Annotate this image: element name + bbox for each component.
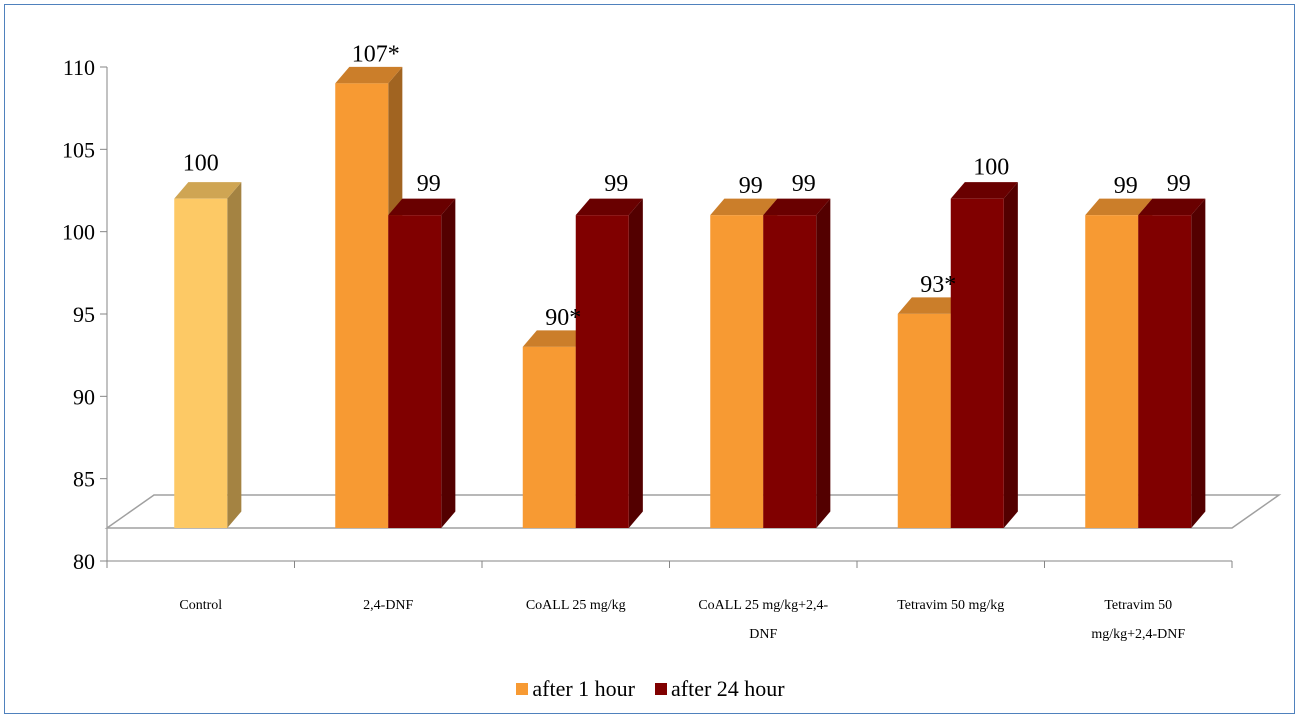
data-label: 99: [739, 173, 763, 199]
x-category-label: 2,4-DNF: [363, 598, 413, 613]
y-tick-label: 90: [73, 384, 95, 409]
bar-control-side: [227, 182, 242, 528]
data-label: 100: [973, 155, 1009, 181]
y-tick-label: 100: [62, 220, 95, 245]
bar-after-1-hour-front: [1085, 215, 1139, 528]
bar-after-1-hour-top: [522, 330, 590, 347]
legend-item-after-24-hour: after 24 hour: [655, 676, 785, 702]
data-label: 99: [417, 171, 441, 197]
x-category-label: CoALL 25 mg/kg+2,4-: [698, 598, 828, 613]
y-tick-label: 85: [73, 467, 95, 492]
y-tick-label: 110: [63, 55, 95, 80]
x-category-label: Control: [179, 598, 222, 613]
x-category-label: DNF: [749, 627, 777, 642]
data-label: 99: [1114, 173, 1138, 199]
bar-after-24-hour-front: [1138, 215, 1192, 528]
bar-after-1-hour-front: [335, 83, 389, 529]
data-label: 90*: [545, 305, 581, 331]
data-label: 93*: [920, 272, 956, 298]
legend-label-after-24-hour: after 24 hour: [671, 676, 785, 701]
legend-swatch-after-1-hour: [516, 683, 529, 695]
y-tick-label: 80: [73, 549, 95, 574]
bar-after-1-hour-top: [897, 297, 965, 314]
bar-after-24-hour-side: [1191, 198, 1206, 528]
bar-after-24-hour-side: [1003, 182, 1018, 528]
bar-after-24-hour: [763, 198, 831, 528]
data-label: 99: [792, 171, 816, 197]
x-category-label: mg/kg+2,4-DNF: [1091, 627, 1185, 642]
bar-control-front: [174, 198, 228, 528]
bar-after-24-hour-top: [763, 198, 831, 216]
data-label: 100: [183, 151, 219, 177]
bar-after-24-hour: [575, 198, 643, 528]
bar-after-24-hour-side: [816, 198, 831, 528]
legend: after 1 hour after 24 hour: [0, 676, 1301, 702]
bar-after-1-hour-top: [710, 198, 778, 216]
bar-after-1-hour-front: [522, 346, 576, 528]
bar-after-1-hour-front: [710, 215, 764, 528]
y-tick-label: 95: [73, 302, 95, 327]
bar-after-24-hour-front: [950, 198, 1004, 528]
x-category-label: Tetravim 50 mg/kg: [897, 598, 1004, 613]
legend-swatch-after-24-hour: [655, 683, 667, 695]
bar-after-24-hour-top: [388, 198, 456, 216]
legend-item-after-1-hour: after 1 hour: [516, 676, 635, 702]
bar-after-24-hour: [1138, 198, 1206, 528]
data-label: 107*: [352, 41, 400, 67]
bar-control: [174, 182, 242, 528]
bar-after-24-hour-top: [950, 182, 1018, 199]
bar-control-top: [174, 182, 242, 199]
y-tick-label: 105: [62, 137, 95, 162]
bar-after-24-hour: [388, 198, 456, 528]
x-category-label: CoALL 25 mg/kg: [526, 598, 626, 613]
bar-after-24-hour-side: [628, 198, 643, 528]
data-label: 99: [604, 171, 628, 197]
legend-label-after-1-hour: after 1 hour: [532, 676, 635, 701]
x-category-label: Tetravim 50: [1104, 598, 1172, 613]
bar-after-24-hour-top: [575, 198, 643, 216]
bar-after-24-hour-front: [763, 215, 817, 528]
bar-after-1-hour-top: [335, 66, 403, 84]
bar-after-1-hour-top: [1085, 198, 1153, 216]
bar-after-24-hour-front: [575, 215, 629, 528]
bar-after-1-hour-front: [897, 313, 951, 528]
bar-after-24-hour: [950, 182, 1018, 528]
data-label: 99: [1167, 171, 1191, 197]
bar-after-24-hour-front: [388, 215, 442, 528]
bar-after-24-hour-side: [441, 198, 456, 528]
bar-after-24-hour-top: [1138, 198, 1206, 216]
